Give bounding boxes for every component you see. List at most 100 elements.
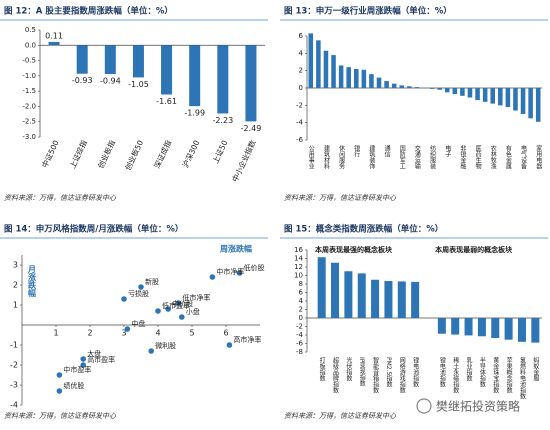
y-tick-label: -1.5 bbox=[22, 87, 36, 95]
x-tick-label: 家用电器 bbox=[535, 144, 542, 170]
point bbox=[124, 326, 131, 332]
y-tick-label: 4 bbox=[299, 297, 304, 305]
bar bbox=[132, 45, 144, 78]
y-tick-label: 2 bbox=[299, 306, 303, 314]
x-tick-label: 创业板指 bbox=[95, 138, 117, 170]
x-tick-label: 氢燃料电池指数 bbox=[518, 356, 525, 400]
point bbox=[80, 362, 86, 368]
bar bbox=[429, 88, 435, 89]
point-label: 高市净率 bbox=[233, 335, 261, 344]
bar bbox=[414, 87, 420, 88]
x-tick-label: 通信 bbox=[383, 144, 390, 158]
point bbox=[179, 314, 185, 320]
y-tick-label: 12 bbox=[294, 263, 303, 271]
y-tick-label: -2 bbox=[296, 101, 303, 109]
x-tick-label: 乳业指数 bbox=[465, 356, 472, 382]
y-tick-label: -4 bbox=[296, 331, 304, 339]
bar bbox=[520, 88, 526, 114]
y-tick-label: -2.0 bbox=[22, 102, 36, 110]
bar bbox=[384, 81, 389, 88]
chart-title: 图 15：概念类指数周涨跌幅（单位：%） bbox=[284, 224, 443, 235]
bar bbox=[399, 85, 405, 88]
x-tick-label: 创业板50 bbox=[122, 138, 145, 171]
bar bbox=[317, 257, 326, 318]
point-label: 低市盈率 bbox=[162, 301, 190, 310]
bar bbox=[517, 318, 526, 342]
bar bbox=[513, 88, 518, 111]
bar bbox=[490, 88, 495, 104]
source-note: 资料来源：万得，信达证券研发中心 bbox=[284, 194, 397, 202]
source-note: 资料来源：万得，信达证券研发中心 bbox=[284, 412, 397, 420]
point bbox=[121, 296, 127, 302]
y-axis-label: 月涨跌幅 bbox=[27, 265, 37, 298]
bar bbox=[331, 262, 340, 318]
x-tick-label: 建筑装饰 bbox=[368, 144, 375, 170]
bar bbox=[357, 273, 366, 318]
point-label: 微利股 bbox=[155, 341, 176, 350]
value-label: -0.93 bbox=[72, 76, 93, 85]
y-tick-label: -4 bbox=[296, 119, 304, 127]
source-note: 资料来源：万得，信达证券研发中心 bbox=[4, 194, 117, 202]
y-tick-label: -3.0 bbox=[22, 133, 36, 141]
bar bbox=[104, 45, 116, 75]
bar bbox=[531, 318, 540, 343]
x-tick-label: 半导体指数 bbox=[478, 356, 485, 388]
x-tick-label: 沪深300 bbox=[180, 138, 202, 169]
x-tick-label: 锂电池指数 bbox=[412, 356, 419, 388]
y-tick-label: -4 bbox=[10, 401, 18, 410]
x-tick-label: 国防军工 bbox=[398, 145, 405, 169]
watermark: 樊继拓投资策略 bbox=[436, 399, 520, 414]
bar bbox=[323, 50, 329, 88]
point-label: 中市盈率 bbox=[63, 365, 91, 374]
bar bbox=[371, 279, 380, 318]
y-tick-label: 2 bbox=[13, 281, 18, 290]
x-tick-label: 电子 bbox=[444, 144, 451, 157]
bar bbox=[344, 271, 353, 318]
point bbox=[56, 372, 63, 378]
x-tick-label: 纺织服装 bbox=[429, 144, 436, 170]
bar bbox=[437, 88, 442, 90]
point bbox=[80, 356, 86, 362]
point bbox=[148, 348, 154, 354]
x-tick-label: 休闲服务 bbox=[338, 144, 345, 170]
y-tick-label: 14 bbox=[294, 255, 303, 263]
group-label-box: 本周表现最弱的概念板块 bbox=[435, 246, 512, 254]
y-tick-label: -6 bbox=[296, 136, 304, 144]
point-label: 低价股 bbox=[244, 263, 265, 272]
x-tick-label: 3 bbox=[121, 329, 126, 338]
x-tick-label: 有色金属 bbox=[504, 144, 511, 170]
bar bbox=[505, 88, 511, 108]
bar bbox=[482, 88, 488, 102]
bar bbox=[346, 67, 351, 88]
x-tick-label: 黄金珠宝指数 bbox=[492, 356, 499, 394]
bar bbox=[245, 45, 257, 122]
bar bbox=[369, 74, 374, 88]
bar bbox=[444, 88, 450, 93]
y-tick-label: -1.0 bbox=[22, 72, 36, 80]
x-tick-label: 锂电池指数 bbox=[438, 356, 445, 388]
x-tick-label: IP变现指数 bbox=[358, 357, 365, 388]
x-tick-label: 网络游戏指数 bbox=[398, 357, 405, 394]
x-tick-label: 苹果概念指数 bbox=[505, 356, 512, 394]
y-tick-label: 0.0 bbox=[25, 41, 36, 49]
bar bbox=[376, 77, 382, 88]
x-tick-label: 电气设备 bbox=[520, 144, 527, 170]
x-tick-label: 交通运输 bbox=[413, 144, 420, 170]
x-tick-label: 超级品牌指数 bbox=[332, 356, 339, 394]
point bbox=[175, 300, 182, 306]
point-label: 中价股 bbox=[172, 299, 193, 308]
bar bbox=[76, 45, 88, 74]
y-tick-label: -2 bbox=[10, 361, 18, 370]
point-label: 新股 bbox=[145, 277, 159, 286]
x-tick-label: 6 bbox=[223, 329, 228, 338]
y-tick-label: 16 bbox=[294, 246, 303, 254]
bar bbox=[397, 281, 406, 318]
value-label: 0.11 bbox=[45, 31, 63, 40]
x-tick-label: 公用事业 bbox=[307, 145, 314, 169]
bar bbox=[217, 45, 229, 114]
bar bbox=[475, 88, 480, 101]
watermark-icon bbox=[416, 398, 432, 414]
y-tick-label: -3 bbox=[10, 381, 18, 390]
bar bbox=[437, 318, 446, 334]
x-tick-label: 农林牧渔 bbox=[489, 144, 496, 170]
